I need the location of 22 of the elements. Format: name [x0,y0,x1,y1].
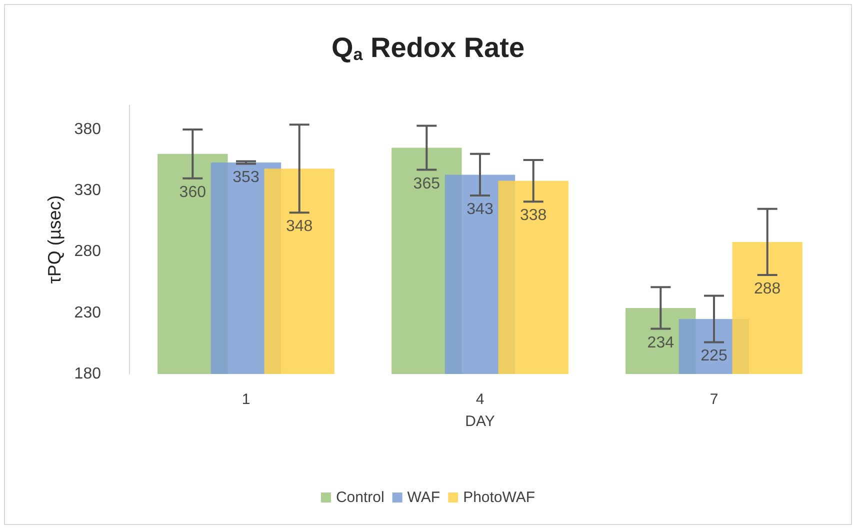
data-label: 353 [232,169,260,186]
data-label: 365 [413,175,440,192]
y-tick-label: 280 [74,243,102,260]
data-label: 338 [520,207,547,224]
legend-label: PhotoWAF [463,489,536,506]
y-tick-label: 380 [74,120,102,138]
data-label: 288 [754,280,781,298]
data-label: 343 [466,200,494,218]
y-axis-title: τPQ (µsec) [44,195,64,284]
legend-label: Control [336,489,384,506]
x-tick-label: 4 [476,391,484,408]
data-label: 360 [179,184,206,201]
data-label: 225 [700,348,728,365]
x-axis-title: DAY [465,413,495,430]
legend-label: WAF [407,489,440,506]
data-label: 348 [286,218,313,236]
x-tick-label: 1 [242,391,250,408]
data-label: 234 [647,334,674,352]
y-tick-label: 230 [74,304,102,322]
y-tick-label: 180 [74,366,102,382]
x-tick-label: 7 [710,391,718,408]
y-tick-label: 330 [74,182,102,200]
